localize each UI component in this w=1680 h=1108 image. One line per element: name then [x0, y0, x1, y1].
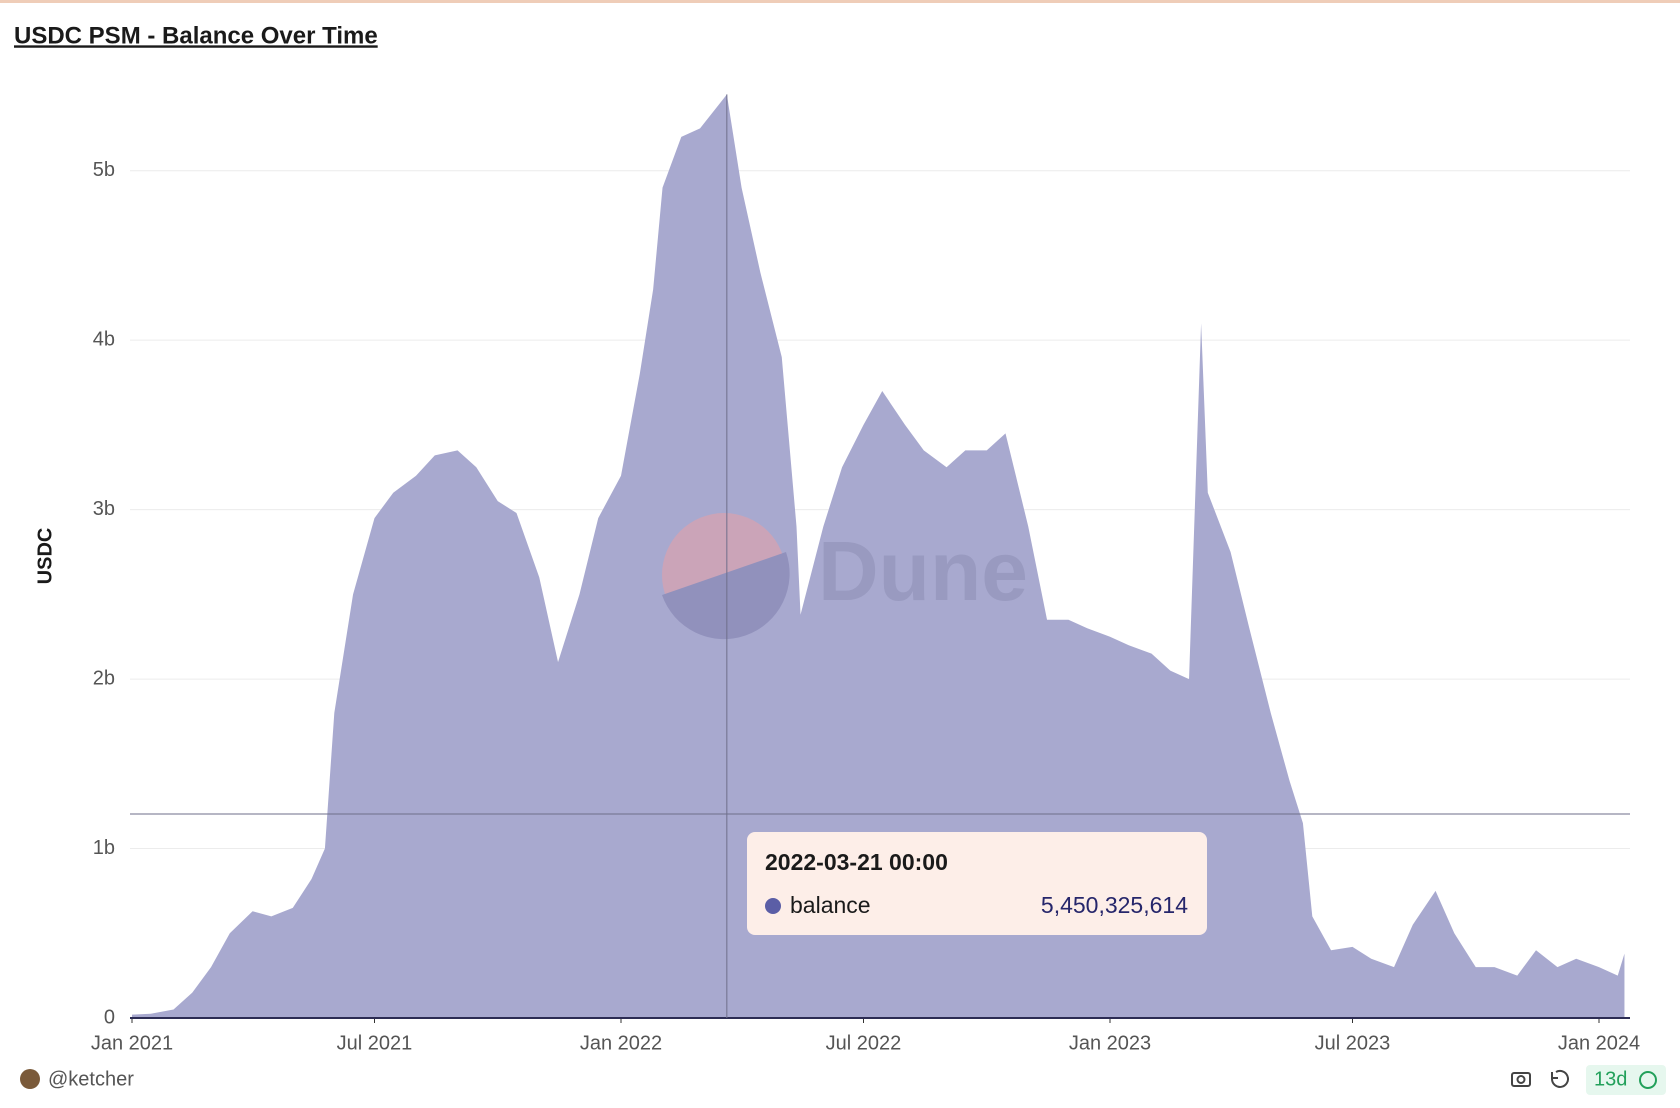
x-tick-label: Jul 2021	[337, 1032, 413, 1054]
tooltip-date: 2022-03-21 00:00	[765, 849, 948, 875]
x-tick-label: Jan 2022	[580, 1032, 662, 1054]
author-avatar	[20, 1069, 40, 1089]
tooltip: 2022-03-21 00:00 balance 5,450,325,614	[747, 832, 1207, 935]
chart-title: USDC PSM - Balance Over Time	[14, 22, 378, 49]
tooltip-value: 5,450,325,614	[1041, 892, 1188, 918]
age-check	[1639, 1071, 1657, 1089]
y-tick-label: 2b	[93, 667, 115, 689]
y-tick-label: 3b	[93, 498, 115, 520]
x-tick-label: Jan 2023	[1069, 1032, 1151, 1054]
refresh-icon[interactable]	[1551, 1069, 1569, 1088]
x-tick-label: Jan 2021	[91, 1032, 173, 1054]
area	[132, 94, 1625, 1019]
top-border	[0, 0, 1680, 3]
y-tick-label: 0	[104, 1006, 115, 1028]
watermark-logo	[662, 552, 790, 640]
y-tick-label: 4b	[93, 328, 115, 350]
watermark: Dune	[662, 513, 1028, 640]
axes: 0 1b 2b 3b 4b 5b Jan 2021 Jul 2021 Jan 2022 Jul 2…	[91, 94, 1640, 1054]
watermark-text: Dune	[818, 524, 1028, 618]
tooltip-series: balance	[790, 892, 871, 918]
camera-icon[interactable]	[1511, 1072, 1531, 1087]
age: 13d	[1594, 1068, 1627, 1090]
y-tick-label: 1b	[93, 837, 115, 859]
footer: @ketcher 13d	[20, 1065, 1666, 1095]
x-tick-label: Jul 2022	[826, 1032, 902, 1054]
marks	[132, 94, 1625, 1019]
author: @ketcher	[48, 1068, 134, 1090]
y-axis-label: USDC	[34, 528, 56, 585]
x-tick-label: Jan 2024	[1558, 1032, 1640, 1054]
tooltip-dot	[765, 898, 781, 914]
y-tick-label: 5b	[93, 159, 115, 181]
x-tick-label: Jul 2023	[1315, 1032, 1391, 1054]
tooltip-box	[747, 832, 1207, 935]
